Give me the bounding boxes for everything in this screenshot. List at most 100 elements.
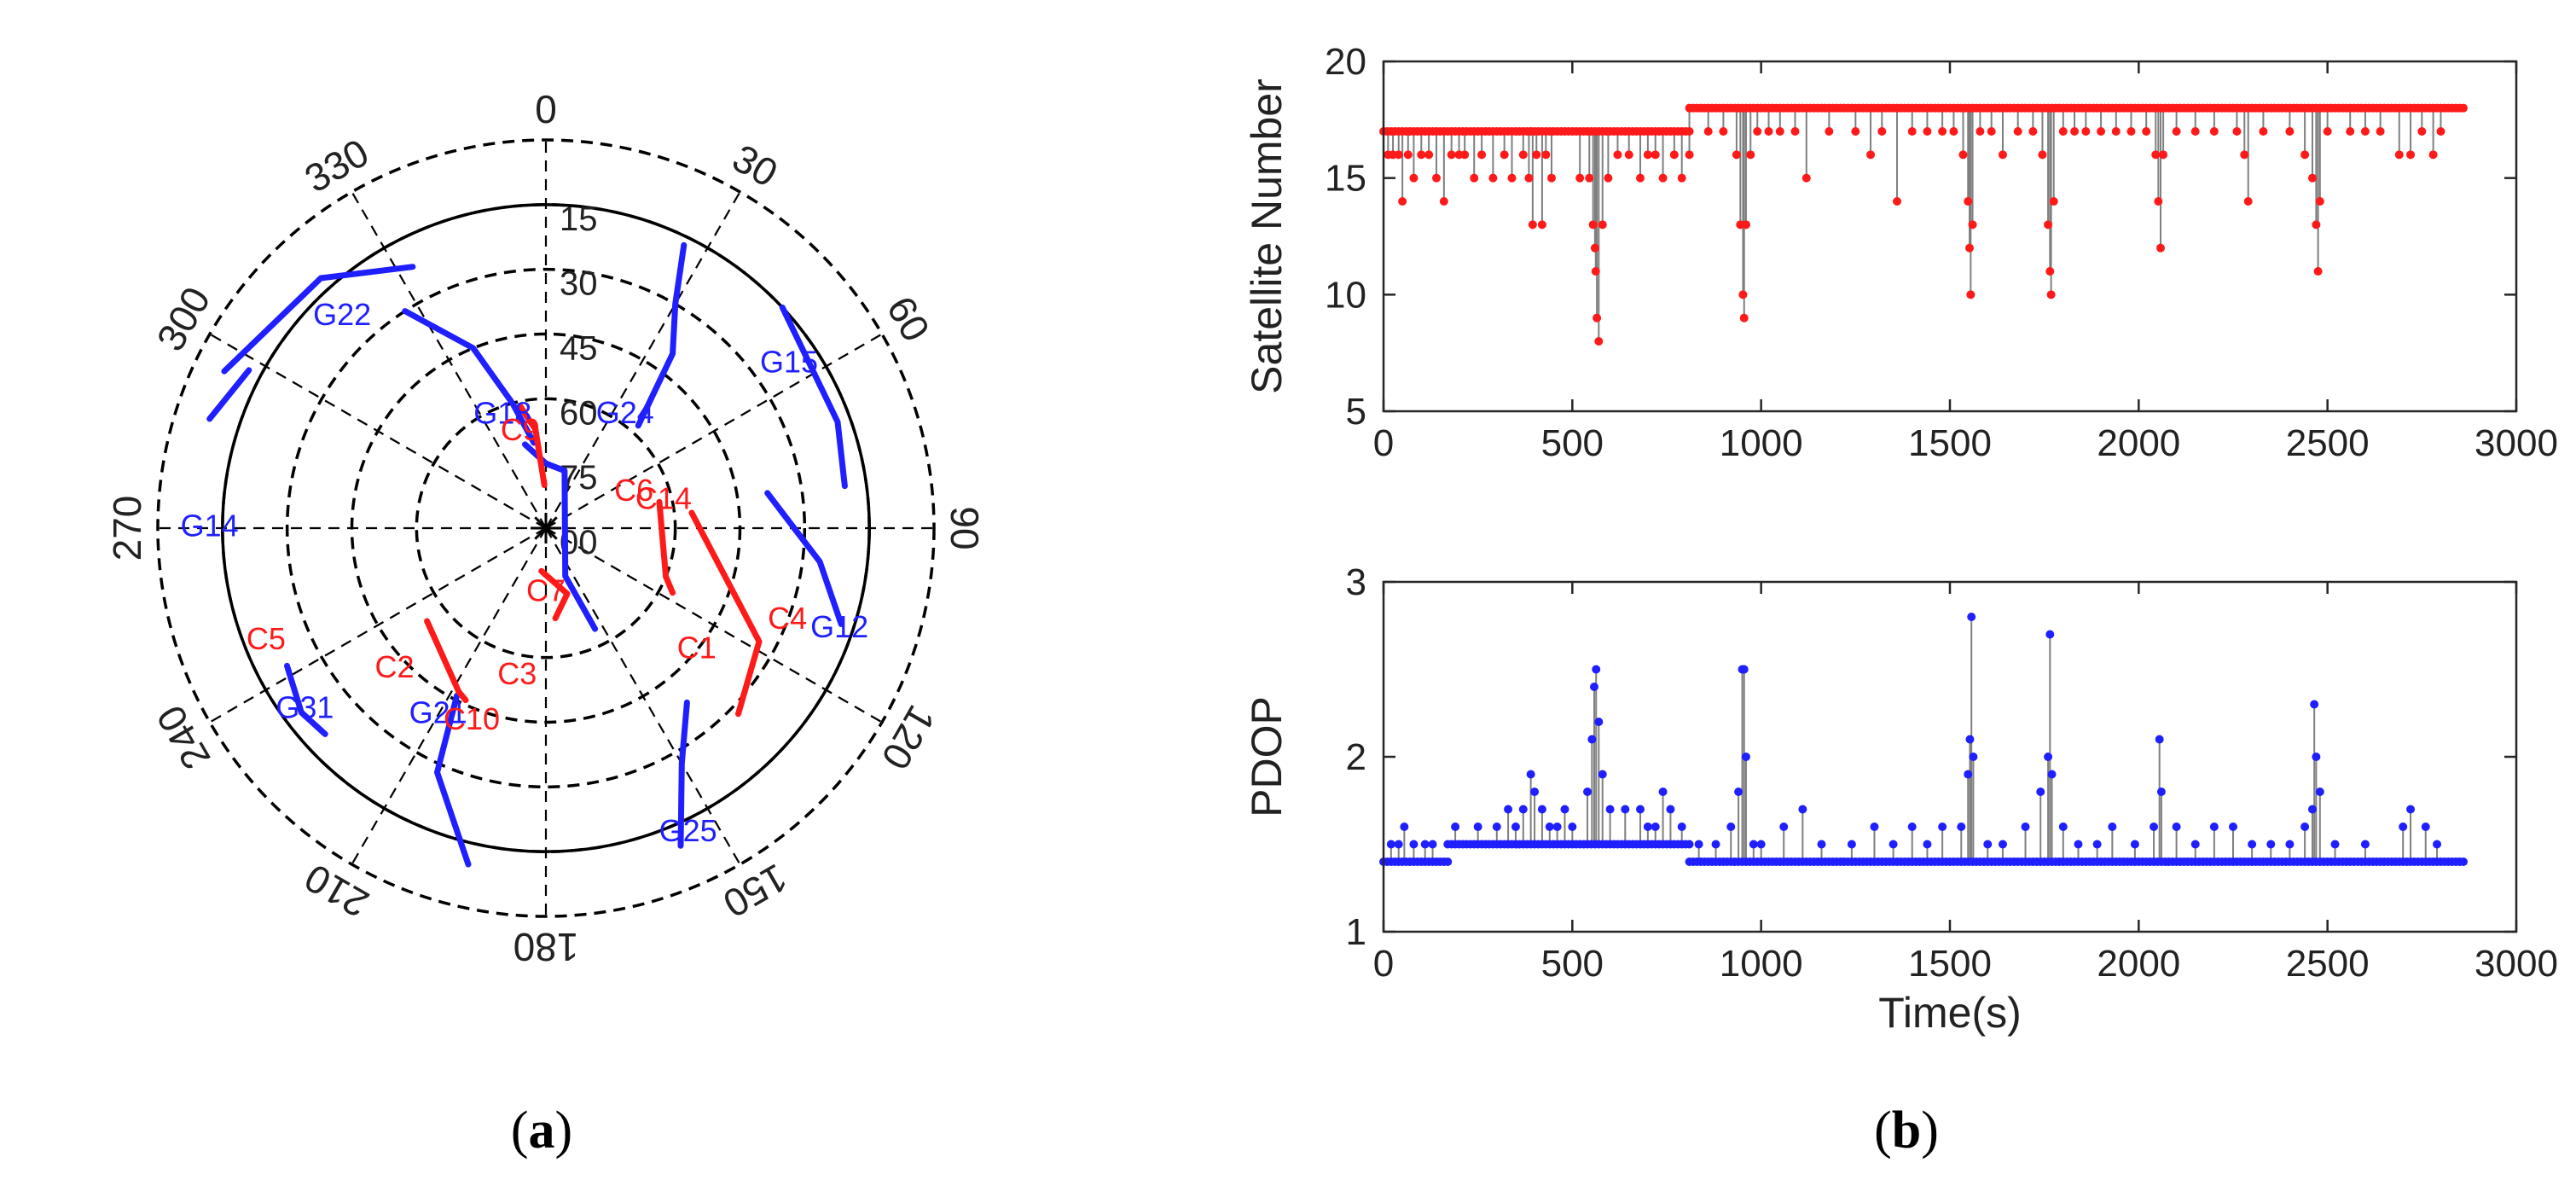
satellite-label-C5: C5 <box>247 621 286 656</box>
pdop-point <box>1983 840 1993 849</box>
pdop-point <box>2044 753 2053 761</box>
satnum-ytick-label: 5 <box>1346 391 1366 433</box>
satnum-ytick-label: 20 <box>1325 41 1366 83</box>
pdop-point <box>2421 823 2430 831</box>
pdop-ylabel: PDOP <box>1243 696 1291 817</box>
pdop-point <box>1636 805 1645 814</box>
satnum-point <box>1651 150 1660 160</box>
pdop-point <box>1749 840 1758 849</box>
caption-b: (b) <box>1874 1102 1939 1160</box>
satellite-label-G22: G22 <box>313 297 371 332</box>
satnum-point <box>1585 173 1594 183</box>
azimuth-spoke-120 <box>545 527 883 724</box>
satnum-point <box>1964 197 1973 206</box>
pdop-point <box>1847 840 1856 849</box>
pdop-panel: 0 500 1000 1500 2000 2500 3000 1 2 3 PDOP Time(s) <box>1243 561 2558 1037</box>
satnum-point <box>1790 127 1800 136</box>
pdop-xlabel: Time(s) <box>1878 989 2022 1037</box>
pdop-point <box>1870 823 1879 831</box>
pdop-xtick-label: 3000 <box>2474 943 2558 985</box>
satnum-point <box>1431 173 1441 183</box>
satnum-point <box>1636 173 1645 183</box>
satnum-point <box>1968 220 1977 230</box>
satnum-point <box>1588 220 1598 230</box>
satnum-point <box>1518 150 1528 160</box>
pdop-point <box>1998 840 2007 849</box>
satellite-label-C10: C10 <box>444 701 500 736</box>
satnum-point <box>1500 150 1509 160</box>
pdop-point <box>1598 770 1607 779</box>
pdop-point <box>2209 823 2219 831</box>
satnum-point <box>1703 127 1713 136</box>
satnum-point <box>2142 127 2151 136</box>
pdop-point <box>1967 613 1976 621</box>
pdop-point <box>1451 823 1460 831</box>
pdop-point <box>1545 823 1554 831</box>
pdop-point <box>2406 805 2416 814</box>
pdop-xtick-label: 2000 <box>2097 943 2180 985</box>
satellite-label-C9: C9 <box>501 412 540 447</box>
pdop-point <box>2130 840 2139 849</box>
track-C14 <box>688 509 763 718</box>
satnum-point <box>1938 127 1947 136</box>
satnum-point <box>1624 150 1633 160</box>
satnum-point <box>2070 127 2080 136</box>
pdop-point <box>1756 840 1766 849</box>
satnum-point <box>1643 150 1652 160</box>
satnum-point <box>1719 127 1728 136</box>
satnum-point <box>2300 150 2310 160</box>
satnum-point <box>1439 197 1448 206</box>
satnum-point <box>2151 150 2161 160</box>
satnum-point <box>2394 150 2404 160</box>
caption-a-letter: a <box>529 1102 555 1160</box>
pdop-point <box>2172 823 2181 831</box>
satnum-point <box>1537 220 1546 230</box>
satellite-label-C2: C2 <box>375 649 415 684</box>
satnum-point <box>1907 127 1917 136</box>
satnum-point <box>1746 150 1755 160</box>
satnum-ytick-label: 10 <box>1325 274 1366 316</box>
satellite-label-G18: G18 <box>473 395 531 430</box>
elevation-circle-0 <box>156 138 936 918</box>
satnum-point <box>1532 150 1541 160</box>
track-G18 <box>402 308 537 446</box>
satnum-point <box>2323 127 2332 136</box>
satnum-point <box>2190 127 2200 136</box>
satnum-point <box>2046 290 2056 299</box>
pdop-point <box>2155 735 2164 744</box>
satellite-label-G15: G15 <box>760 344 818 379</box>
satnum-point <box>2209 127 2219 136</box>
pdop-point <box>2248 840 2257 849</box>
pdop-ytick-label: 2 <box>1346 736 1366 778</box>
satnum-point <box>1488 173 1498 183</box>
azimuth-label-180: 180 <box>513 925 579 969</box>
satnum-point <box>1593 313 1602 323</box>
pdop-point <box>1530 788 1540 796</box>
pdop-point <box>1592 665 1601 674</box>
pdop-point <box>1734 788 1743 796</box>
satnum-point <box>2346 127 2355 136</box>
pdop-point <box>1643 823 1652 831</box>
satellite-number-panel: 0 500 1000 1500 2000 2500 3000 5 10 15 20 Satellite… <box>1243 41 2558 464</box>
elevation-label-15: 15 <box>560 201 598 238</box>
pdop-point <box>1957 823 1966 831</box>
elevation-label-45: 45 <box>560 330 598 368</box>
satnum-point <box>1604 173 1613 183</box>
pdop-point <box>1504 805 1513 814</box>
pdop-point <box>1587 735 1597 744</box>
satnum-point <box>1685 150 1694 160</box>
satnum-point <box>2126 127 2136 136</box>
pdop-point <box>1685 840 1694 849</box>
pdop-point <box>1666 805 1675 814</box>
azimuth-spoke-330 <box>351 191 547 529</box>
satnum-point <box>2428 150 2438 160</box>
satnum-point <box>2156 243 2166 253</box>
satnum-point <box>1447 150 1456 160</box>
pdop-point <box>1386 840 1395 849</box>
satnum-point <box>1825 127 1834 136</box>
pdop-xtick-label: 500 <box>1541 943 1604 985</box>
satnum-point <box>2232 127 2242 136</box>
track-G22 <box>221 264 416 375</box>
satnum-point <box>1591 267 1600 276</box>
satnum-point <box>1775 127 1784 136</box>
